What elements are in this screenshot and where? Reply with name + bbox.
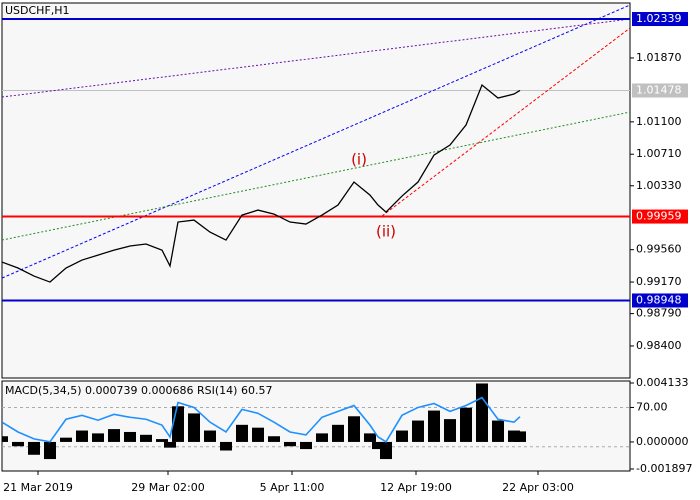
y-tick-label: 1.01870 xyxy=(636,51,682,64)
macd-bar xyxy=(252,427,264,442)
macd-bar xyxy=(268,436,280,442)
trend-line xyxy=(381,27,630,217)
indicator-label: MACD(5,34,5) 0.000739 0.000686 RSI(14) 6… xyxy=(5,384,272,397)
sub-y-tick-label: 0.000000 xyxy=(636,435,689,448)
trend-line xyxy=(2,111,630,241)
labels: 1.01870 1.01100 1.00710 1.00330 0.99560 0.991… xyxy=(3,12,692,494)
macd-bar xyxy=(316,433,328,442)
x-tick-label: 22 Apr 03:00 xyxy=(502,481,574,494)
macd-bar xyxy=(284,441,296,447)
sub-y-tick-label: 0.004133 xyxy=(636,376,689,389)
macd-bar xyxy=(300,441,312,450)
current-price-box xyxy=(632,83,688,98)
level-box xyxy=(632,293,688,308)
macd-bar xyxy=(12,441,24,447)
level-box xyxy=(632,12,688,27)
level-box xyxy=(632,209,688,224)
macd-bar xyxy=(44,441,56,460)
macd-bar xyxy=(428,410,440,442)
macd-bar xyxy=(372,441,384,450)
macd-bar xyxy=(412,420,424,442)
macd-bar xyxy=(204,430,216,442)
sub-y-tick-label: -0.001897 xyxy=(636,462,692,475)
macd-bar xyxy=(188,413,200,442)
trend-line xyxy=(2,4,630,279)
annotation: (ii) xyxy=(376,223,396,241)
main-plot xyxy=(2,4,630,302)
macd-bar xyxy=(332,424,344,442)
macd-bar xyxy=(156,439,168,442)
macd-bar xyxy=(460,407,472,442)
y-tick-label: 0.98400 xyxy=(636,339,682,352)
macd-bar xyxy=(92,433,104,442)
x-tick-label: 5 Apr 11:00 xyxy=(260,481,325,494)
y-tick-label: 0.98790 xyxy=(636,307,682,320)
sub-plot xyxy=(2,383,630,460)
macd-bar xyxy=(76,430,88,442)
macd-bar xyxy=(348,416,360,442)
rsi-line xyxy=(2,396,521,443)
chart-title: USDCHF,H1 xyxy=(5,4,70,17)
y-tick-label: 1.00330 xyxy=(636,179,682,192)
macd-bar xyxy=(108,429,120,442)
macd-bar xyxy=(514,431,526,442)
macd-bar xyxy=(2,436,8,442)
macd-bar xyxy=(220,441,232,451)
y-tick-label: 0.99170 xyxy=(636,275,682,288)
sub-y2-tick-label: 70.00 xyxy=(636,400,668,413)
x-tick-label: 12 Apr 19:00 xyxy=(380,481,452,494)
level-label: 0.99959 xyxy=(636,210,682,223)
macd-bar xyxy=(492,420,504,442)
x-tick-label: 21 Mar 2019 xyxy=(3,481,73,494)
macd-bar xyxy=(476,383,488,442)
level-label: 0.98948 xyxy=(636,293,682,306)
trend-line xyxy=(2,18,630,98)
y-tick-label: 0.99560 xyxy=(636,243,682,256)
macd-bar xyxy=(60,437,72,442)
macd-bar xyxy=(364,433,376,442)
macd-bar xyxy=(172,406,184,442)
sub-panel xyxy=(1,380,631,472)
macd-bar xyxy=(380,441,392,460)
price-line xyxy=(2,83,521,283)
x-tick-label: 29 Mar 02:00 xyxy=(131,481,204,494)
macd-bar xyxy=(124,431,136,442)
y-tick-label: 1.01100 xyxy=(636,115,682,128)
macd-bar xyxy=(164,441,176,448)
macd-bar xyxy=(28,441,40,455)
macd-bar xyxy=(396,430,408,442)
level-label: 1.02339 xyxy=(636,12,682,25)
main-panel xyxy=(1,2,631,379)
macd-bar xyxy=(236,424,248,442)
y-tick-label: 1.00710 xyxy=(636,147,682,160)
macd-bar xyxy=(140,434,152,442)
current-price-label: 1.01478 xyxy=(636,83,682,96)
annotation: (i) xyxy=(351,151,367,169)
macd-bar xyxy=(444,419,456,442)
